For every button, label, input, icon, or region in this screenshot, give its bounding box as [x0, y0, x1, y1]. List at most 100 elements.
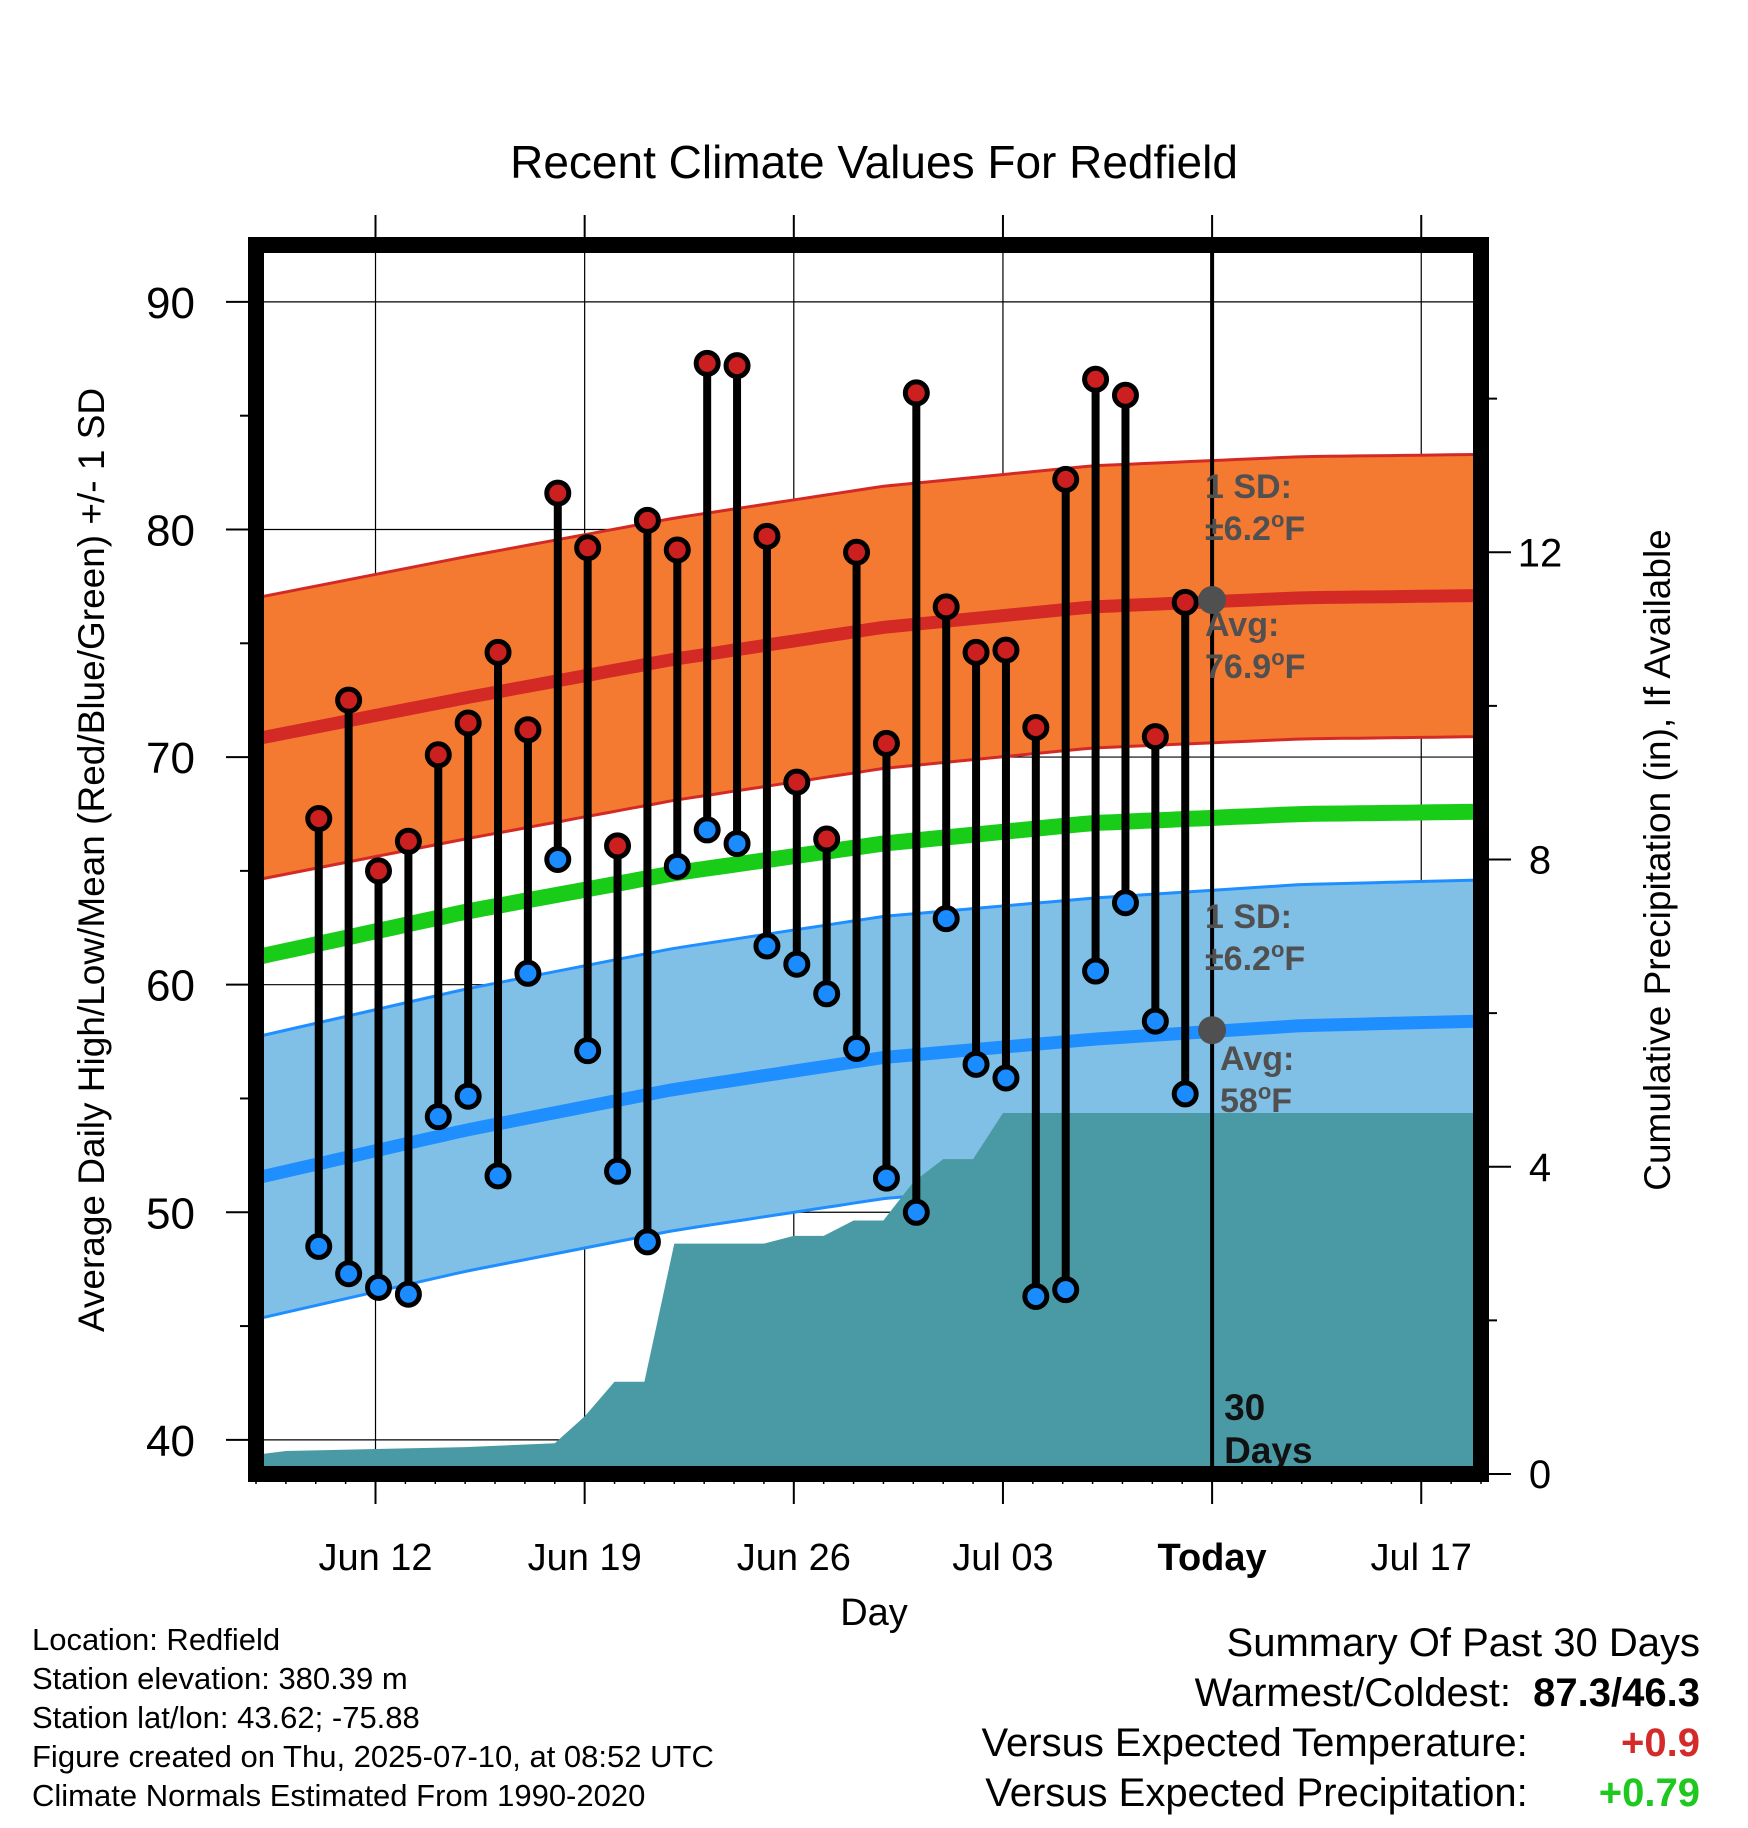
obs-high-point — [1111, 381, 1139, 409]
y2-axis-label: Cumulative Precipitation (in), If Availa… — [1637, 529, 1678, 1191]
summary-title: Summary Of Past 30 Days — [1226, 1621, 1700, 1665]
obs-low-point — [783, 950, 811, 978]
obs-high-point — [544, 479, 572, 507]
normals-text: Climate Normals Estimated From 1990-2020 — [32, 1778, 646, 1813]
obs-low-point — [932, 905, 960, 933]
precip-label: Versus Expected Precipitation: — [985, 1771, 1528, 1815]
obs-high-point — [604, 832, 632, 860]
obs-high-point — [1171, 588, 1199, 616]
low-normal-line — [254, 1014, 1482, 1185]
obs-low-point — [633, 1228, 661, 1256]
obs-high-point — [633, 506, 661, 534]
obs-low-point — [454, 1082, 482, 1110]
obs-low-point — [365, 1273, 393, 1301]
low-sd-upper-line — [255, 878, 1482, 1039]
obs-high-point — [1022, 713, 1050, 741]
summary-precip: Versus Expected Precipitation: +0.79 — [982, 1768, 1700, 1818]
latlon-text: Station lat/lon: 43.62; -75.88 — [32, 1700, 420, 1735]
obs-low-point — [902, 1198, 930, 1226]
obs-low-point — [514, 959, 542, 987]
y2-tick-label: 0 — [1529, 1453, 1551, 1497]
today-label-line2: Days — [1224, 1430, 1312, 1471]
x-tick-label: Jun 19 — [528, 1537, 642, 1579]
warm-cold-label: Warmest/Coldest: — [1194, 1671, 1511, 1715]
y2-tick-label: 8 — [1529, 839, 1551, 883]
y-tick-label: 60 — [146, 962, 195, 1011]
obs-low-point — [305, 1232, 333, 1260]
location-text: Location: Redfield — [32, 1622, 281, 1657]
obs-high-point — [1052, 465, 1080, 493]
mean-normal-line — [254, 803, 1482, 966]
obs-low-point — [424, 1103, 452, 1131]
high-sd-upper-line — [255, 452, 1482, 600]
obs-high-point — [902, 379, 930, 407]
chart-title: Recent Climate Values For Redfield — [510, 136, 1238, 188]
obs-high-point — [365, 857, 393, 885]
obs-low-point — [335, 1260, 363, 1288]
plot-frame — [248, 237, 1489, 1482]
obs-high-point — [424, 741, 452, 769]
low-sd-title: 1 SD: — [1205, 898, 1292, 936]
precip-area — [256, 1113, 1481, 1474]
low-sd-band — [256, 880, 1481, 1320]
created-text: Figure created on Thu, 2025-07-10, at 08… — [32, 1739, 714, 1774]
y-tick-label: 80 — [146, 506, 195, 555]
high-sd-band — [256, 454, 1481, 880]
high-normal-line — [254, 589, 1482, 746]
obs-high-point — [813, 825, 841, 853]
obs-low-point — [574, 1037, 602, 1065]
obs-high-point — [663, 536, 691, 564]
obs-high-point — [335, 686, 363, 714]
obs-high-point — [1141, 723, 1169, 751]
y2-tick-label: 4 — [1529, 1146, 1551, 1190]
obs-low-point — [753, 932, 781, 960]
y-tick-label: 40 — [146, 1417, 195, 1466]
high-sd-lower-line — [255, 735, 1482, 882]
today-avg-point — [1198, 586, 1227, 615]
obs-high-point — [843, 538, 871, 566]
obs-high-point — [872, 729, 900, 757]
obs-low-point — [992, 1064, 1020, 1092]
y-axis-label: Average Daily High/Low/Mean (Red/Blue/Gr… — [71, 388, 112, 1332]
obs-low-point — [1111, 889, 1139, 917]
today-label-line1: 30 — [1224, 1387, 1265, 1428]
obs-low-point — [843, 1034, 871, 1062]
temp-value: +0.9 — [1621, 1721, 1700, 1765]
y-tick-label: 50 — [146, 1189, 195, 1238]
obs-high-point — [992, 636, 1020, 664]
y-tick-label: 90 — [146, 279, 195, 328]
obs-high-point — [1082, 365, 1110, 393]
temp-label: Versus Expected Temperature: — [981, 1721, 1528, 1765]
today-avg-point — [1198, 1016, 1227, 1045]
obs-low-point — [872, 1164, 900, 1192]
obs-low-point — [1171, 1080, 1199, 1108]
x-tick-label: Jun 12 — [318, 1537, 432, 1579]
obs-high-point — [514, 716, 542, 744]
x-tick-label: Today — [1158, 1537, 1267, 1579]
high-avg-value: 76.9oF — [1205, 645, 1305, 686]
obs-high-point — [932, 593, 960, 621]
low-avg-title: Avg: — [1220, 1040, 1294, 1078]
low-avg-value: 58oF — [1220, 1079, 1292, 1120]
obs-high-point — [693, 349, 721, 377]
summary-warm-cold: Warmest/Coldest: 87.3/46.3 — [982, 1668, 1700, 1718]
low-sd-value: ±6.2oF — [1205, 937, 1305, 978]
obs-high-point — [574, 534, 602, 562]
x-axis-label: Day — [840, 1592, 908, 1634]
obs-low-point — [1022, 1282, 1050, 1310]
summary-panel: Summary Of Past 30 Days Warmest/Coldest:… — [982, 1618, 1700, 1818]
precip-value: +0.79 — [1598, 1771, 1700, 1815]
obs-low-point — [544, 846, 572, 873]
obs-low-point — [723, 830, 751, 858]
x-tick-label: Jul 03 — [952, 1537, 1053, 1579]
obs-high-point — [962, 638, 990, 666]
obs-low-point — [663, 852, 691, 880]
obs-high-point — [783, 768, 811, 796]
warm-cold-value: 87.3/46.3 — [1533, 1671, 1700, 1715]
obs-low-point — [484, 1162, 512, 1190]
high-avg-title: Avg: — [1205, 606, 1279, 644]
obs-low-point — [962, 1050, 990, 1078]
obs-high-point — [394, 827, 422, 855]
obs-low-point — [1052, 1276, 1080, 1304]
